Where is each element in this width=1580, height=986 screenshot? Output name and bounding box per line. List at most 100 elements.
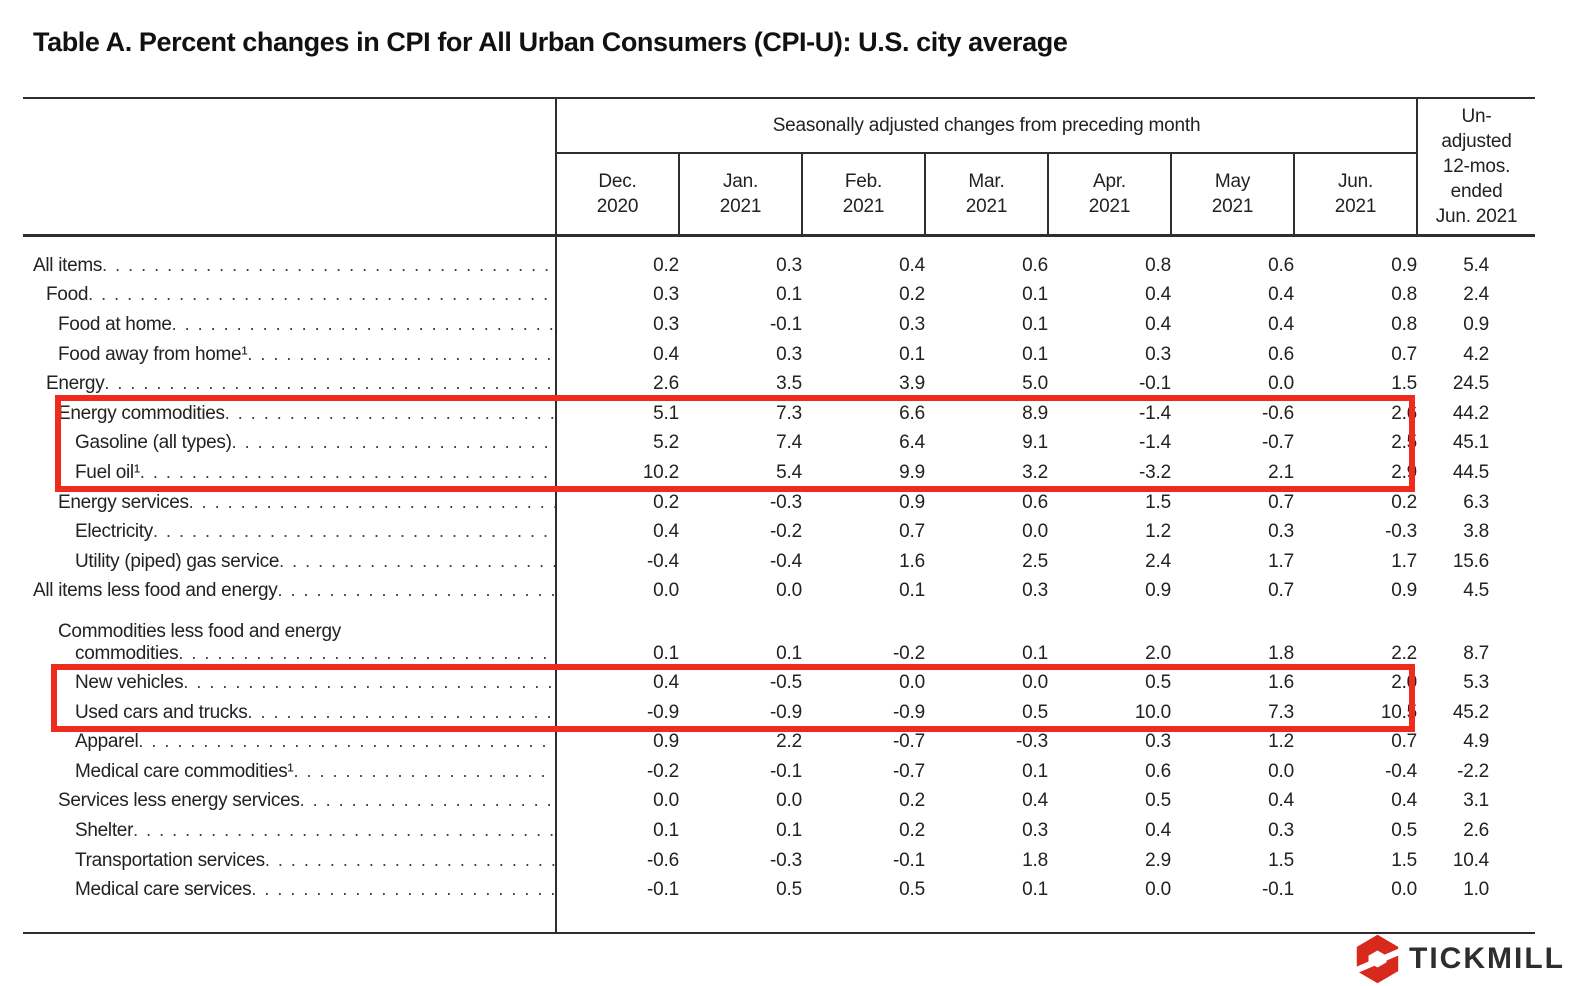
value-cell: 1.5 <box>1145 491 1171 513</box>
value-cell: 0.4 <box>899 254 925 276</box>
table-row: Apparel 0.9 2.2 -0.7 -0.3 0.3 1.2 0.7 4.9 <box>23 727 1535 758</box>
value-cell: 0.6 <box>1268 254 1294 276</box>
value-cell: 0.3 <box>776 343 802 365</box>
value-cell: 44.2 <box>1452 402 1490 424</box>
value-cell: 5.4 <box>1463 254 1490 276</box>
row-label-cell: Energy commodities <box>23 398 557 429</box>
value-cell: 2.1 <box>1268 461 1294 483</box>
value-cell: -0.1 <box>1139 373 1171 395</box>
value-cell: 2.4 <box>1463 284 1490 306</box>
table-row: Transportation services -0.6 -0.3 -0.1 1.8 2.… <box>23 845 1535 876</box>
table-row: Food at home 0.3 -0.1 0.3 0.1 0.4 0.4 0.8 0.9 <box>23 310 1535 340</box>
value-cell: -0.4 <box>1385 760 1418 782</box>
value-cell: -0.9 <box>647 701 679 723</box>
value-cell: 0.3 <box>1268 820 1294 842</box>
value-cell: 0.3 <box>653 284 679 306</box>
table-row: Energy 2.6 3.5 3.9 5.0 -0.1 0.0 1.5 24.5 <box>23 369 1535 399</box>
value-cell: 1.5 <box>1391 849 1418 871</box>
table-row: Medical care services -0.1 0.5 0.5 0.1 0.0 -0.… <box>23 875 1535 906</box>
dot-leader <box>133 820 555 842</box>
value-cell: -0.3 <box>1016 731 1048 753</box>
row-label: Fuel oil¹ <box>75 461 140 483</box>
dot-leader <box>247 702 555 724</box>
value-cell: 0.5 <box>1145 672 1171 694</box>
value-cell: 0.3 <box>653 313 679 335</box>
row-label: New vehicles <box>75 672 184 694</box>
value-cell: 2.4 <box>1145 550 1171 572</box>
value-cell: -0.3 <box>1385 521 1418 543</box>
row-label-cell: Services less energy services <box>23 786 557 817</box>
year-label: 2021 <box>842 196 885 217</box>
month-label: Dec. <box>598 171 637 192</box>
value-cell: 0.1 <box>899 343 925 365</box>
value-cell: 0.4 <box>1268 790 1294 812</box>
value-cell: -0.3 <box>770 491 802 513</box>
value-cell: -0.4 <box>647 550 679 572</box>
dot-leader <box>172 314 555 336</box>
value-cell: 2.5 <box>1391 432 1418 454</box>
value-cell: 0.2 <box>899 820 925 842</box>
table-row: Electricity 0.4 -0.2 0.7 0.0 1.2 0.3 -0.3 3.8 <box>23 517 1535 547</box>
table-row: Food 0.3 0.1 0.2 0.1 0.4 0.4 0.8 2.4 <box>23 280 1535 311</box>
value-cell: 1.5 <box>1391 373 1418 395</box>
dot-leader <box>265 850 555 872</box>
value-cell: 0.5 <box>776 879 802 901</box>
value-cell: 0.4 <box>1145 820 1171 842</box>
value-cell: 2.0 <box>1145 643 1171 665</box>
value-cell: 2.6 <box>653 373 679 395</box>
value-cell: 10.0 <box>1134 701 1171 723</box>
table-row: Energy commodities 5.1 7.3 6.6 8.9 -1.4 -0.6 2.… <box>23 398 1535 429</box>
row-label: Food at home <box>58 313 172 335</box>
value-cell: 4.5 <box>1463 580 1490 602</box>
value-cell: 0.6 <box>1022 491 1048 513</box>
value-cell: 5.3 <box>1463 672 1490 694</box>
value-cell: 1.6 <box>899 550 925 572</box>
row-label: Services less energy services <box>58 790 300 812</box>
row-label-cell: Energy services <box>23 487 557 518</box>
value-cell: 7.3 <box>776 402 802 424</box>
value-cell: 0.7 <box>899 521 925 543</box>
value-cell: 1.5 <box>1268 849 1294 871</box>
value-cell: 0.6 <box>1022 254 1048 276</box>
value-cell: 0.1 <box>1022 313 1048 335</box>
month-label: Jun. <box>1337 171 1374 192</box>
value-cell: 1.8 <box>1268 643 1294 665</box>
value-cell: -0.2 <box>893 643 925 665</box>
row-label-cell: Apparel <box>23 727 557 758</box>
value-cell: -0.7 <box>1262 432 1294 454</box>
row-label: Food <box>46 284 89 306</box>
value-cell: -0.5 <box>770 672 802 694</box>
value-cell: 5.4 <box>776 461 802 483</box>
table-row: Services less energy services 0.0 0.0 0.2 0.… <box>23 786 1535 817</box>
value-cell: 0.4 <box>1268 284 1294 306</box>
value-cell: -1.4 <box>1139 402 1171 424</box>
value-cell: 0.0 <box>1145 879 1171 901</box>
table-row: Utility (piped) gas service -0.4 -0.4 1.6 2.… <box>23 546 1535 577</box>
value-cell: 0.1 <box>1022 343 1048 365</box>
value-cell: 0.0 <box>1268 373 1294 395</box>
value-cell: 0.0 <box>653 580 679 602</box>
month-label: Feb. <box>844 171 883 192</box>
value-cell: 2.2 <box>1391 643 1418 665</box>
value-cell: 8.9 <box>1022 402 1048 424</box>
column-header-month-feb: Feb. 2021 <box>801 153 925 237</box>
value-cell: 1.7 <box>1391 550 1418 572</box>
value-cell: 0.7 <box>1268 580 1294 602</box>
table-row: All items 0.2 0.3 0.4 0.6 0.8 0.6 0.9 5.4 <box>23 251 1535 281</box>
value-cell: 0.1 <box>1022 643 1048 665</box>
value-cell: 0.2 <box>653 491 679 513</box>
value-cell: 0.9 <box>1391 580 1418 602</box>
column-group-header: Seasonally adjusted changes from precedi… <box>556 98 1418 154</box>
value-cell: -0.1 <box>1262 879 1294 901</box>
value-cell: 0.1 <box>776 820 802 842</box>
value-cell: 6.4 <box>899 432 925 454</box>
value-cell: 10.5 <box>1380 701 1418 723</box>
value-cell: 0.1 <box>1022 879 1048 901</box>
row-label: Used cars and trucks <box>75 701 248 723</box>
value-cell: 0.9 <box>1391 254 1418 276</box>
row-label: Energy commodities <box>58 402 225 424</box>
value-cell: 0.0 <box>776 790 802 812</box>
value-cell: 3.9 <box>899 373 925 395</box>
value-cell: 0.2 <box>1391 491 1418 513</box>
value-cell: 0.7 <box>1391 343 1418 365</box>
